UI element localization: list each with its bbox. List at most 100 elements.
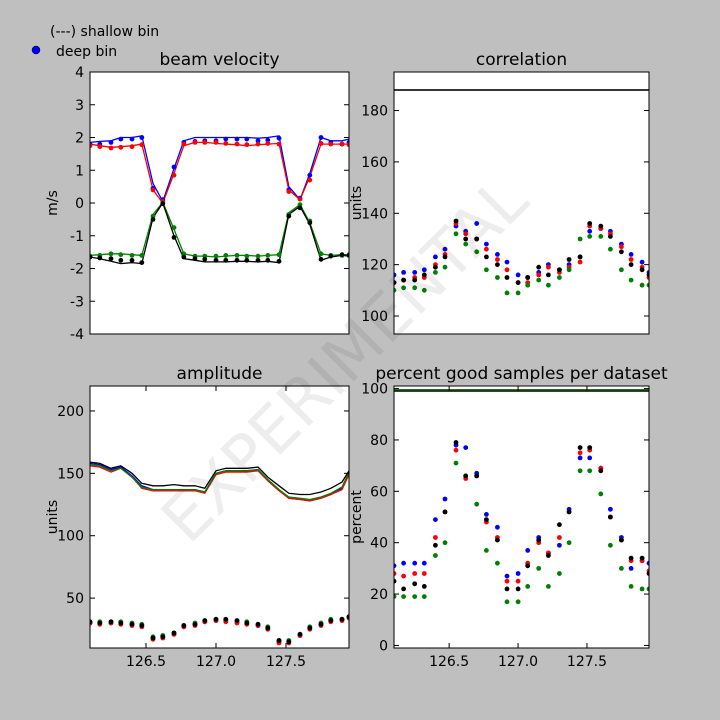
deep-point-beam-3 [608, 542, 613, 548]
deep-point-beam-4 [608, 514, 613, 520]
y-tick-label: 3 [75, 98, 84, 114]
chart-title: correlation [476, 50, 567, 70]
y-tick-label: 180 [361, 104, 388, 120]
deep-point-beam-2 [265, 141, 271, 146]
deep-point-beam-3 [129, 253, 135, 258]
deep-point-beam-4 [90, 619, 93, 625]
deep-point-beam-4 [255, 621, 261, 627]
deep-point-beam-4 [97, 620, 103, 626]
deep-point-beam-2 [577, 259, 583, 265]
deep-point-beam-4 [442, 509, 448, 515]
deep-point-beam-2 [181, 141, 187, 147]
deep-point-beam-3 [265, 253, 271, 258]
deep-point-beam-4 [244, 257, 250, 263]
deep-point-beam-1 [525, 548, 531, 553]
y-tick-label: 200 [57, 404, 84, 420]
deep-point-beam-4 [577, 254, 583, 260]
deep-point-beam-4 [474, 236, 480, 242]
deep-point-beam-4 [504, 275, 510, 280]
deep-point-beam-2 [328, 141, 334, 147]
shallow-line-beam-1 [90, 135, 349, 204]
x-tick-label: 126.5 [126, 654, 166, 670]
deep-point-beam-3 [213, 253, 219, 259]
deep-point-beam-2 [339, 141, 345, 147]
series-group [394, 89, 649, 296]
deep-point-beam-1 [265, 137, 271, 143]
deep-point-beam-3 [223, 253, 229, 258]
deep-point-beam-4 [515, 280, 521, 285]
deep-point-beam-4 [598, 223, 604, 229]
deep-point-beam-1 [401, 560, 406, 566]
deep-point-beam-2 [619, 244, 624, 250]
deep-point-beam-2 [504, 267, 510, 273]
deep-point-beam-3 [557, 571, 562, 576]
deep-point-beam-1 [474, 221, 480, 226]
deep-point-beam-4 [318, 256, 324, 262]
deep-point-beam-1 [108, 140, 114, 145]
deep-point-beam-2 [244, 142, 250, 148]
deep-point-beam-2 [286, 189, 292, 194]
series-group [90, 461, 349, 646]
chart-title: beam velocity [159, 50, 279, 70]
y-tick-label: -4 [70, 327, 84, 343]
plot-area [394, 386, 649, 648]
deep-point-beam-3 [495, 275, 500, 280]
deep-point-beam-1 [276, 135, 282, 141]
deep-point-beam-2 [401, 573, 406, 579]
deep-point-beam-4 [577, 445, 583, 450]
deep-point-beam-4 [394, 578, 397, 584]
deep-point-beam-1 [171, 164, 177, 170]
deep-point-beam-4 [598, 468, 604, 474]
deep-point-beam-1 [421, 560, 427, 566]
y-tick-label: 100 [361, 309, 388, 325]
deep-point-beam-3 [587, 234, 593, 239]
deep-point-beam-3 [639, 586, 645, 592]
deep-point-beam-4 [566, 509, 572, 515]
deep-point-beam-3 [619, 267, 624, 273]
deep-point-beam-1 [442, 496, 448, 502]
deep-point-beam-3 [412, 285, 418, 291]
deep-point-beam-3 [118, 252, 124, 258]
y-tick-label: 1 [75, 163, 84, 179]
deep-point-beam-4 [90, 254, 93, 260]
deep-point-beam-2 [129, 144, 135, 150]
deep-point-beam-3 [412, 594, 418, 599]
deep-point-beam-4 [536, 264, 542, 270]
deep-point-beam-1 [412, 560, 418, 566]
deep-point-beam-4 [566, 257, 572, 262]
deep-point-beam-4 [646, 272, 649, 278]
y-tick-label: 20 [370, 587, 388, 603]
deep-point-beam-3 [484, 548, 489, 553]
deep-point-beam-4 [97, 255, 103, 261]
deep-point-beam-2 [515, 578, 521, 584]
deep-point-beam-3 [401, 594, 406, 599]
deep-point-beam-2 [192, 140, 198, 145]
deep-point-beam-3 [463, 241, 469, 247]
deep-point-beam-4 [160, 201, 166, 207]
y-tick-label: 0 [379, 638, 388, 654]
deep-point-beam-2 [394, 571, 397, 576]
deep-point-beam-3 [474, 501, 480, 507]
deep-point-beam-2 [504, 578, 510, 584]
deep-point-beam-3 [504, 290, 510, 296]
deep-point-beam-4 [515, 586, 521, 592]
deep-point-beam-2 [346, 142, 349, 148]
deep-point-beam-4 [463, 236, 469, 242]
deep-point-beam-3 [421, 594, 427, 599]
deep-point-beam-3 [433, 553, 438, 558]
deep-point-beam-4 [265, 625, 271, 631]
y-tick-label: -3 [70, 294, 84, 310]
deep-point-beam-2 [202, 140, 208, 145]
deep-point-beam-4 [557, 267, 562, 273]
series-group [394, 389, 649, 605]
deep-point-beam-3 [536, 566, 542, 571]
deep-point-beam-3 [504, 599, 510, 605]
deep-point-beam-2 [307, 177, 313, 183]
y-tick-label: 0 [75, 196, 84, 212]
deep-point-beam-3 [646, 586, 649, 592]
deep-point-beam-4 [318, 621, 324, 627]
deep-point-beam-3 [255, 253, 261, 259]
axes-frame [393, 385, 650, 649]
y-tick-label: 100 [57, 529, 84, 545]
deep-point-beam-1 [421, 267, 427, 273]
